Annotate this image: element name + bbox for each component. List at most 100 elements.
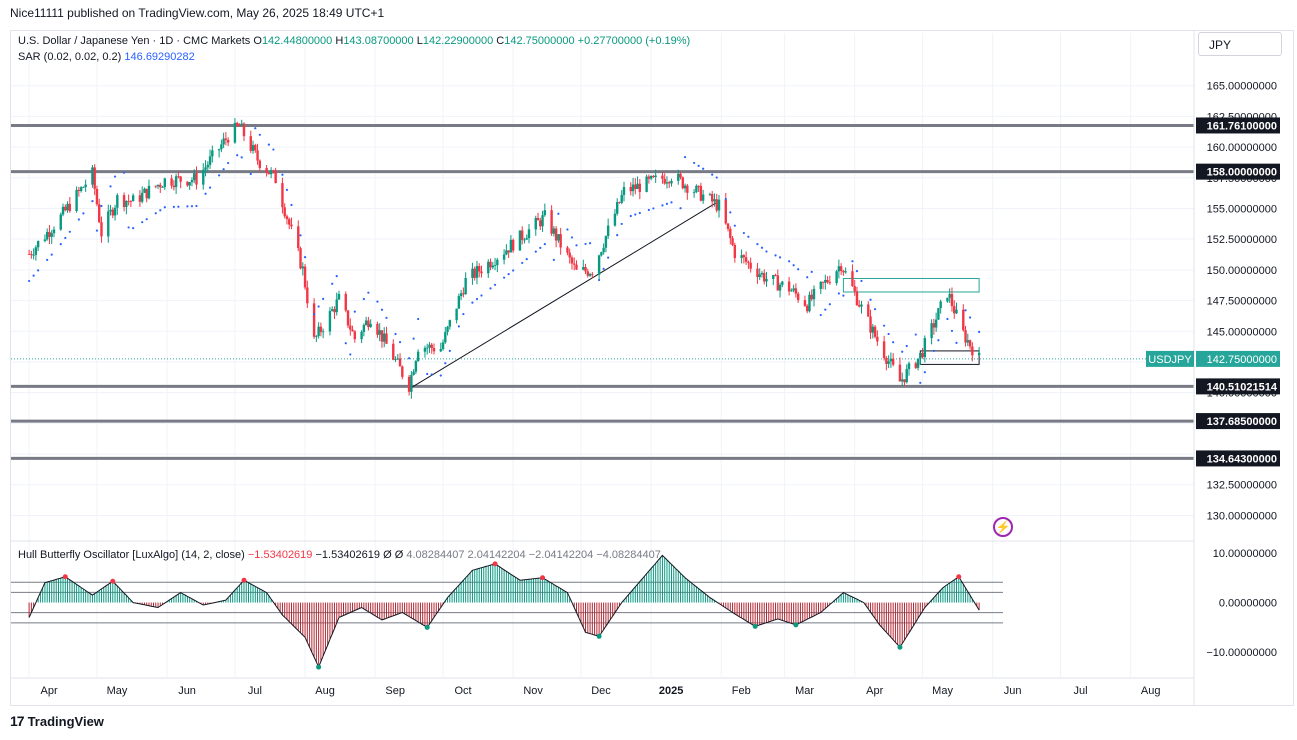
candle-body (491, 265, 494, 268)
candle-body (226, 139, 230, 143)
candle-body (131, 195, 135, 202)
sar-dot (385, 316, 388, 319)
y-tick-label: 155.00000000 (1207, 203, 1277, 215)
sar-dot (77, 218, 80, 221)
candle-body (600, 252, 603, 256)
sar-dot (177, 205, 180, 208)
candle-body (778, 284, 782, 291)
y-tick-label: 147.50000000 (1207, 296, 1277, 308)
candle-body (432, 347, 436, 352)
osc-value-7: −2.04142204 (528, 549, 594, 561)
candle-body (116, 195, 119, 208)
sar-dot (204, 192, 207, 195)
candle-body (127, 200, 130, 202)
candle-body (604, 236, 608, 248)
candle-body (204, 167, 207, 170)
candle-body (966, 340, 970, 343)
candle-body (473, 268, 476, 278)
sar-dot (806, 276, 809, 279)
candle-body (480, 271, 483, 274)
sar-label[interactable]: SAR (0.02, 0.02, 0.2) (18, 51, 122, 63)
sar-dot (457, 325, 460, 328)
candle-body (249, 136, 252, 151)
symbol-title[interactable]: U.S. Dollar / Japanese Yen · 1D · CMC Ma… (18, 35, 251, 47)
sar-dot (82, 212, 85, 215)
sar-dot (349, 353, 352, 356)
sar-dot (448, 349, 451, 353)
osc-value-8: −4.08284407 (596, 549, 661, 561)
candle-body (222, 138, 225, 145)
candle-body (416, 351, 420, 362)
candle-body (43, 239, 47, 242)
candle-body (934, 319, 938, 328)
high-label: H (335, 35, 344, 47)
currency-selector[interactable]: JPY (1198, 32, 1282, 56)
level-label: 134.64300000 (1207, 453, 1277, 465)
sar-dot (122, 171, 126, 174)
osc-peak-marker (110, 578, 116, 584)
sar-dot (380, 308, 384, 311)
candle-body (744, 257, 748, 262)
candle-body (557, 234, 560, 241)
candle-body (50, 233, 53, 237)
candle-body (649, 175, 653, 179)
candle-body (267, 172, 271, 175)
sar-dot (661, 204, 664, 207)
sar-dot (267, 143, 270, 146)
candle-body (699, 185, 703, 201)
osc-label[interactable]: Hull Butterfly Oscillator [LuxAlgo] (14,… (18, 549, 245, 561)
lightning-icon[interactable]: ⚡ (993, 517, 1013, 537)
osc-value-2: −1.53402619 (315, 549, 381, 561)
sar-dot (394, 332, 397, 336)
gridlines (11, 33, 1194, 677)
candle-body (654, 175, 657, 177)
candle-body (803, 300, 807, 306)
candle-body (570, 257, 574, 264)
main-legend: U.S. Dollar / Japanese Yen · 1D · CMC Ma… (18, 35, 690, 47)
osc-trough-marker (424, 624, 430, 630)
trendline (408, 200, 720, 390)
candle-body (523, 239, 526, 241)
candle-body (559, 234, 562, 248)
sar-dot (254, 127, 257, 130)
candle-body (281, 183, 284, 208)
candle-body (661, 175, 664, 179)
candle-body (905, 369, 908, 383)
sar-dot (670, 201, 673, 204)
candle-body (787, 281, 791, 292)
candle-body (143, 188, 146, 193)
sar-dot (570, 236, 574, 239)
sar-dot (602, 267, 605, 270)
candle-body (224, 138, 228, 140)
candle-body (697, 185, 700, 187)
candle-body (819, 281, 822, 289)
candle-body (968, 340, 972, 347)
sar-dot (195, 204, 198, 208)
candle-body (781, 281, 784, 285)
candle-body (758, 274, 761, 278)
candle-body (269, 170, 273, 175)
candle-body (428, 344, 431, 348)
sar-dot (489, 287, 492, 290)
candle-body (955, 309, 958, 314)
candle-body (521, 230, 524, 240)
tradingview-footer[interactable]: 17 TradingView (10, 713, 104, 729)
sar-dot (607, 256, 610, 259)
candle-body (79, 187, 83, 192)
candle-body (756, 268, 759, 278)
sar-dot (584, 242, 587, 246)
sar-dot (819, 313, 822, 317)
candle-body (321, 331, 325, 333)
sar-dot (978, 330, 981, 333)
candle-body (206, 164, 209, 168)
candle-body (726, 223, 730, 229)
candle-body (459, 293, 463, 297)
candle-body (68, 203, 72, 211)
candle-body (220, 144, 223, 150)
level-label: 137.68500000 (1207, 416, 1277, 428)
candle-body (233, 122, 237, 143)
sar-dot (665, 202, 669, 205)
sar-dot (778, 256, 782, 259)
candle-body (629, 187, 632, 192)
